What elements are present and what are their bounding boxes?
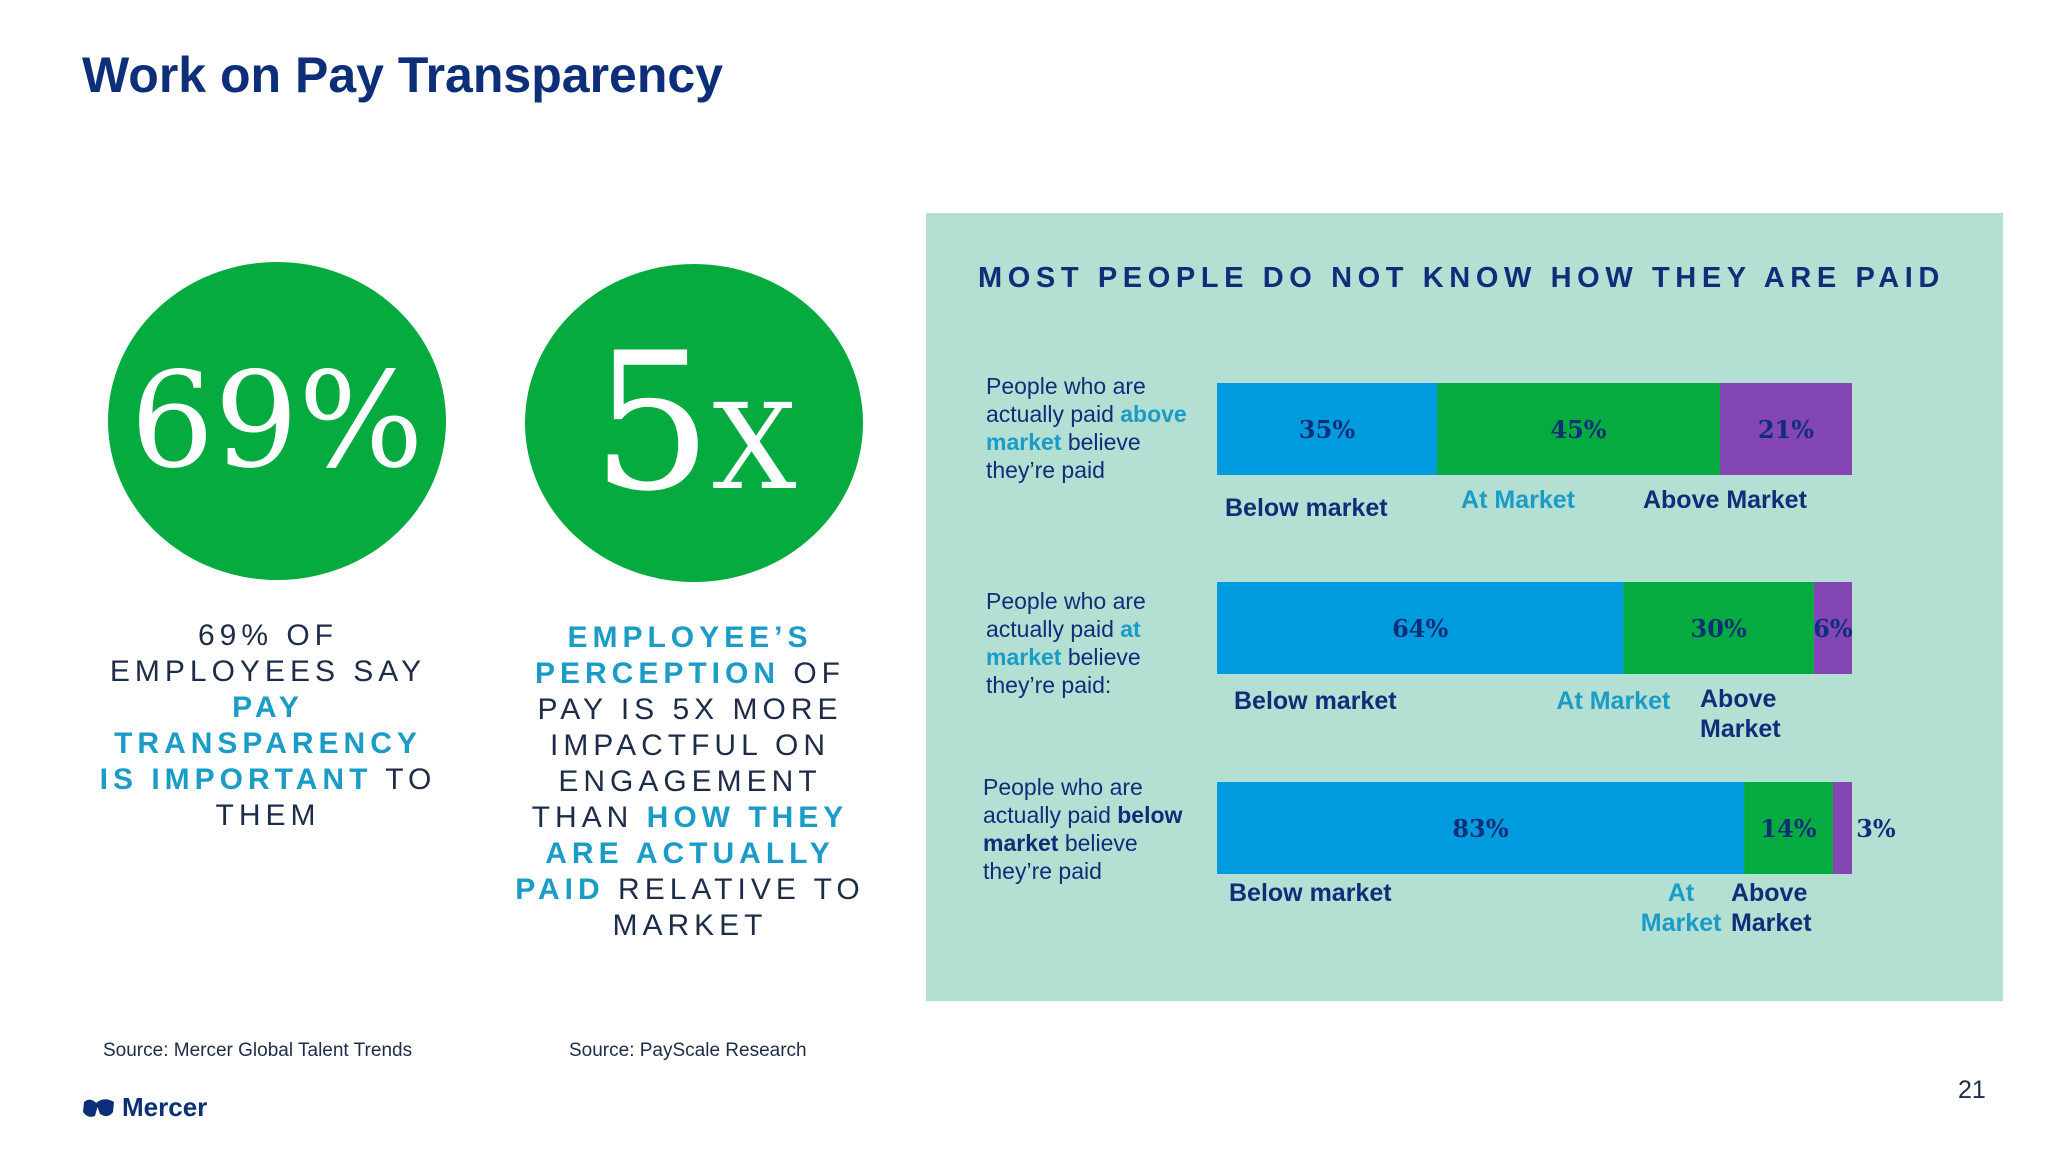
category-label-above-market: Above Market: [1642, 486, 1807, 514]
row-label: People who are actually paid at market b…: [986, 587, 1206, 699]
bar-segment-below-market: [1217, 782, 1745, 874]
bar-segment-at-market: [1623, 582, 1814, 674]
bar-segment-at-market: [1437, 383, 1720, 475]
source-note-payscale: Source: PayScale Research: [569, 1040, 807, 1061]
stat-value-number: 5: [591, 312, 713, 533]
category-label-at-market: At Market: [1640, 879, 1722, 937]
stat-circle-69-percent: 69%: [108, 262, 446, 580]
row-label: People who are actually paid below marke…: [983, 773, 1203, 885]
bar-segment-at-market: [1744, 782, 1833, 874]
bar-segment-below-market: [1217, 383, 1438, 475]
bar-value-label: 35%: [1299, 415, 1355, 444]
row-label-text: People who are actually paid: [983, 774, 1143, 828]
stat-circle-5x: 5X: [525, 264, 863, 582]
row-label-text: People who are actually paid: [986, 588, 1146, 642]
category-label-above-market: Above Market: [1700, 685, 1781, 743]
bar-segment-above-market: [1719, 383, 1852, 475]
bar-value-label: 21%: [1758, 415, 1814, 444]
row-label-emphasis: below market: [983, 802, 1183, 856]
stat-caption-pay-transparency: 69% OF EMPLOYEES SAY PAY TRANSPARENCY IS…: [90, 618, 446, 834]
row-label-text: believe they’re paid:: [986, 644, 1141, 698]
row-label-text: People who are actually paid: [986, 373, 1146, 427]
chart-title: MOST PEOPLE DO NOT KNOW HOW THEY ARE PAI…: [978, 262, 1945, 294]
category-label-below-market: Below market: [1229, 879, 1392, 907]
stat-value: 5X: [592, 328, 797, 518]
stat-value-suffix: X: [712, 378, 797, 516]
source-note-mercer: Source: Mercer Global Talent Trends: [103, 1040, 413, 1061]
category-label-at-market: At Market: [1556, 687, 1671, 715]
stat-value: 69%: [130, 344, 424, 498]
category-label-at-market: At Market: [1461, 486, 1575, 514]
row-label: People who are actually paid above marke…: [986, 372, 1206, 484]
bar-segment-above-market: [1813, 582, 1852, 674]
row-label-text: believe they’re paid: [983, 830, 1138, 884]
caption-highlight: EMPLOYEE’S PERCEPTION: [534, 621, 813, 690]
bar-value-label: 6%: [1813, 614, 1853, 643]
row-label-emphasis: above market: [986, 401, 1187, 455]
bar-value-label: 45%: [1550, 415, 1606, 444]
mercer-logo-icon: [83, 1098, 114, 1117]
bar-value-label: 14%: [1760, 814, 1816, 843]
bar-value-label: 64%: [1392, 614, 1448, 643]
category-label-above-market: Above Market: [1730, 879, 1812, 937]
category-label-below-market: Below market: [1225, 494, 1388, 522]
bar-segment-below-market: [1217, 582, 1624, 674]
bar-value-label: 83%: [1452, 814, 1508, 843]
caption-text: TO THEM: [215, 763, 437, 832]
caption-highlight: PAY TRANSPARENCY IS IMPORTANT: [99, 691, 422, 796]
caption-text: 69% OF EMPLOYEES SAY: [109, 619, 427, 688]
bar-segment-above-market: [1832, 782, 1852, 874]
row-label-emphasis: at market: [986, 616, 1141, 670]
logo-text: Mercer: [122, 1092, 208, 1122]
caption-highlight: HOW THEY ARE ACTUALLY PAID: [515, 801, 849, 906]
bar-value-label: 30%: [1691, 614, 1747, 643]
caption-text: RELATIVE TO MARKET: [604, 873, 865, 942]
stat-caption-perception: EMPLOYEE’S PERCEPTION OF PAY IS 5X MORE …: [505, 620, 875, 944]
mercer-logo: Mercer: [82, 1092, 207, 1123]
page-number: 21: [1958, 1076, 1986, 1104]
category-label-below-market: Below market: [1234, 687, 1397, 715]
bar-value-label: 3%: [1856, 814, 1896, 843]
caption-text: OF PAY IS 5X MORE IMPACTFUL ON ENGAGEMEN…: [531, 657, 846, 834]
row-label-text: believe they’re paid: [986, 429, 1141, 483]
page-title: Work on Pay Transparency: [82, 47, 723, 103]
